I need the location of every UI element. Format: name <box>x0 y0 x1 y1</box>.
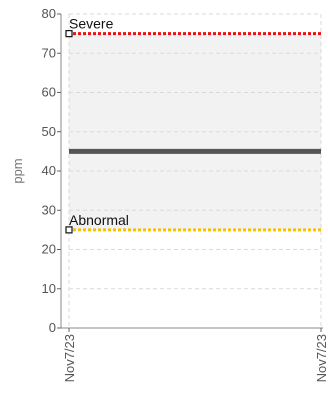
thresholds: Severe Abnormal <box>65 16 321 234</box>
y-tick-label: 50 <box>42 124 56 139</box>
x-ticks: Nov7/23 Nov7/23 <box>62 328 328 382</box>
threshold-label: Severe <box>69 16 114 32</box>
y-tick-label: 60 <box>42 85 56 100</box>
y-tick-label: 0 <box>49 320 56 335</box>
threshold-marker <box>65 226 73 234</box>
y-tick-label: 10 <box>42 281 56 296</box>
grid <box>68 13 322 328</box>
y-ticks: 0 10 20 30 40 50 60 70 80 <box>42 6 61 335</box>
y-tick-label: 30 <box>42 202 56 217</box>
x-tick-label: Nov7/23 <box>62 334 77 382</box>
threshold-label: Abnormal <box>69 212 129 228</box>
y-tick-label: 70 <box>42 45 56 60</box>
threshold-marker <box>65 30 73 38</box>
x-tick-label: Nov7/23 <box>314 334 328 382</box>
y-tick-label: 40 <box>42 163 56 178</box>
y-tick-label: 80 <box>42 6 56 21</box>
y-axis-label: ppm <box>10 158 25 183</box>
y-tick-label: 20 <box>42 242 56 257</box>
